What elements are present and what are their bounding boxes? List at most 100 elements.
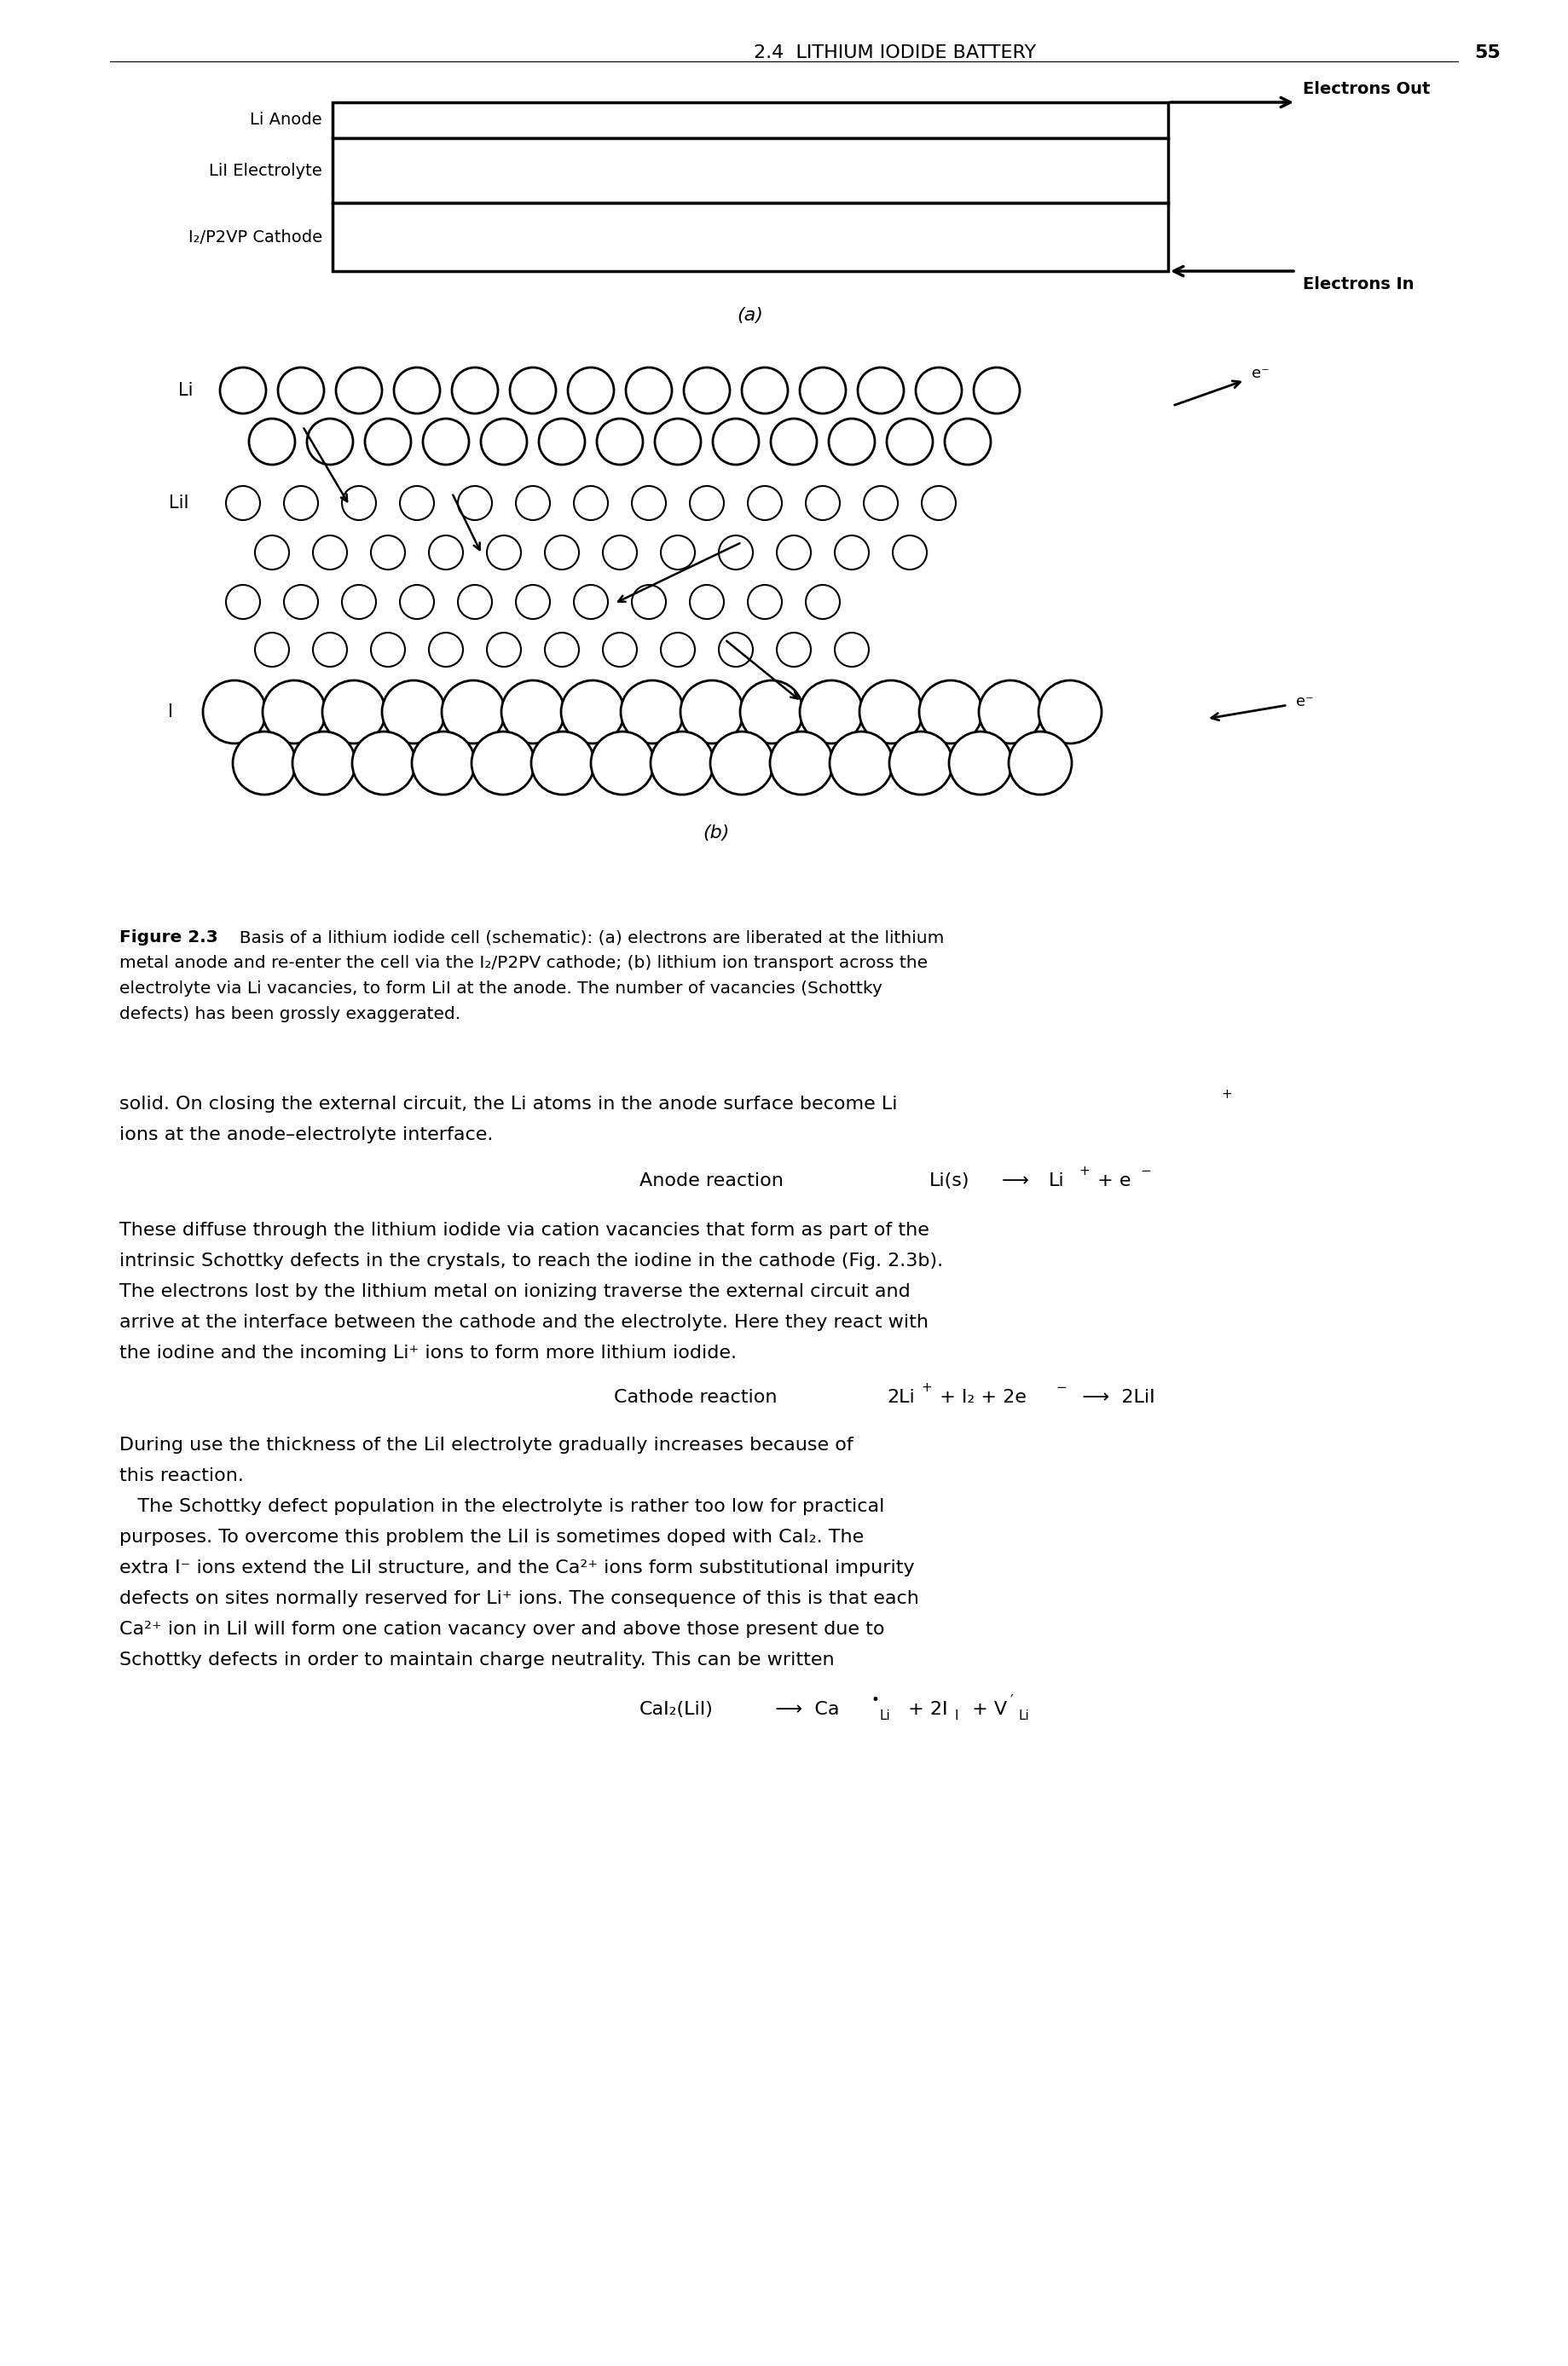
- Circle shape: [284, 584, 318, 620]
- Circle shape: [472, 731, 535, 795]
- Circle shape: [919, 681, 982, 743]
- Circle shape: [602, 535, 637, 570]
- Text: metal anode and re-enter the cell via the I₂/P2PV cathode; (b) lithium ion trans: metal anode and re-enter the cell via th…: [119, 956, 928, 970]
- Text: 55: 55: [1474, 45, 1501, 62]
- Circle shape: [776, 535, 811, 570]
- Circle shape: [740, 681, 803, 743]
- Text: 2Li: 2Li: [887, 1389, 914, 1405]
- Text: These diffuse through the lithium iodide via cation vacancies that form as part : These diffuse through the lithium iodide…: [119, 1221, 930, 1240]
- Circle shape: [430, 632, 463, 667]
- Text: I: I: [955, 1711, 958, 1722]
- Text: Li: Li: [880, 1711, 891, 1722]
- Circle shape: [561, 681, 624, 743]
- Text: purposes. To overcome this problem the LiI is sometimes doped with CaI₂. The: purposes. To overcome this problem the L…: [119, 1528, 864, 1545]
- Circle shape: [690, 485, 724, 521]
- Text: CaI₂(LiI): CaI₂(LiI): [640, 1701, 713, 1718]
- Circle shape: [710, 731, 773, 795]
- Circle shape: [568, 367, 615, 414]
- Circle shape: [748, 485, 782, 521]
- Circle shape: [690, 584, 724, 620]
- Circle shape: [974, 367, 1019, 414]
- Circle shape: [226, 485, 260, 521]
- Circle shape: [748, 584, 782, 620]
- Text: electrolyte via Li vacancies, to form LiI at the anode. The number of vacancies : electrolyte via Li vacancies, to form Li…: [119, 980, 883, 996]
- Bar: [332, 102, 1168, 137]
- Circle shape: [632, 584, 666, 620]
- Text: + 2I: + 2I: [902, 1701, 947, 1718]
- Circle shape: [887, 419, 933, 464]
- Circle shape: [806, 584, 840, 620]
- Circle shape: [892, 535, 927, 570]
- Text: extra I⁻ ions extend the LiI structure, and the Ca²⁺ ions form substitutional im: extra I⁻ ions extend the LiI structure, …: [119, 1559, 914, 1576]
- Circle shape: [829, 731, 892, 795]
- Circle shape: [372, 632, 405, 667]
- Text: + V: + V: [966, 1701, 1007, 1718]
- Circle shape: [249, 419, 295, 464]
- Text: ⟶  2LiI: ⟶ 2LiI: [1069, 1389, 1156, 1405]
- Text: (b): (b): [702, 823, 729, 842]
- Circle shape: [202, 681, 267, 743]
- Circle shape: [383, 681, 445, 743]
- Text: intrinsic Schottky defects in the crystals, to reach the iodine in the cathode (: intrinsic Schottky defects in the crysta…: [119, 1252, 942, 1271]
- Circle shape: [342, 485, 376, 521]
- Circle shape: [651, 731, 713, 795]
- Text: I₂/P2VP Cathode: I₂/P2VP Cathode: [188, 230, 323, 246]
- Text: •: •: [872, 1692, 880, 1708]
- Text: ions at the anode–electrolyte interface.: ions at the anode–electrolyte interface.: [119, 1126, 494, 1143]
- Circle shape: [574, 584, 608, 620]
- Circle shape: [516, 485, 550, 521]
- Circle shape: [889, 731, 952, 795]
- Circle shape: [1008, 731, 1073, 795]
- Circle shape: [684, 367, 729, 414]
- Bar: [332, 203, 1168, 272]
- Circle shape: [621, 681, 684, 743]
- Text: I: I: [168, 703, 172, 722]
- Text: +: +: [1079, 1164, 1090, 1178]
- Text: LiI: LiI: [169, 494, 190, 511]
- Circle shape: [946, 419, 991, 464]
- Circle shape: [834, 632, 869, 667]
- Circle shape: [916, 367, 961, 414]
- Text: The Schottky defect population in the electrolyte is rather too low for practica: The Schottky defect population in the el…: [119, 1498, 884, 1514]
- Text: ⟶: ⟶: [1002, 1171, 1029, 1190]
- Circle shape: [574, 485, 608, 521]
- Circle shape: [718, 632, 753, 667]
- Circle shape: [400, 485, 434, 521]
- Text: Schottky defects in order to maintain charge neutrality. This can be written: Schottky defects in order to maintain ch…: [119, 1651, 834, 1668]
- Text: arrive at the interface between the cathode and the electrolyte. Here they react: arrive at the interface between the cath…: [119, 1313, 928, 1332]
- Circle shape: [256, 535, 289, 570]
- Circle shape: [400, 584, 434, 620]
- Circle shape: [353, 731, 416, 795]
- Text: Li(s): Li(s): [930, 1171, 971, 1190]
- Circle shape: [394, 367, 441, 414]
- Text: e⁻: e⁻: [1297, 693, 1314, 710]
- Text: Electrons In: Electrons In: [1303, 277, 1414, 293]
- Text: Cathode reaction: Cathode reaction: [615, 1389, 778, 1405]
- Text: this reaction.: this reaction.: [119, 1467, 243, 1483]
- Circle shape: [430, 535, 463, 570]
- Text: defects on sites normally reserved for Li⁺ ions. The consequence of this is that: defects on sites normally reserved for L…: [119, 1590, 919, 1607]
- Circle shape: [226, 584, 260, 620]
- Circle shape: [859, 681, 922, 743]
- Circle shape: [544, 535, 579, 570]
- Circle shape: [834, 535, 869, 570]
- Text: + e: + e: [1091, 1171, 1131, 1190]
- Circle shape: [336, 367, 383, 414]
- Circle shape: [632, 485, 666, 521]
- Circle shape: [307, 419, 353, 464]
- Text: Li: Li: [1049, 1171, 1065, 1190]
- Text: −: −: [1140, 1164, 1151, 1178]
- Text: Anode reaction: Anode reaction: [640, 1171, 784, 1190]
- Text: (a): (a): [737, 308, 764, 324]
- Circle shape: [800, 367, 845, 414]
- Circle shape: [770, 731, 833, 795]
- Circle shape: [771, 419, 817, 464]
- Text: + I₂ + 2e: + I₂ + 2e: [933, 1389, 1027, 1405]
- Circle shape: [829, 419, 875, 464]
- Circle shape: [278, 367, 325, 414]
- Circle shape: [510, 367, 557, 414]
- Text: Li: Li: [1019, 1711, 1030, 1722]
- Text: During use the thickness of the LiI electrolyte gradually increases because of: During use the thickness of the LiI elec…: [119, 1436, 853, 1453]
- Circle shape: [718, 535, 753, 570]
- Text: −: −: [1055, 1382, 1066, 1394]
